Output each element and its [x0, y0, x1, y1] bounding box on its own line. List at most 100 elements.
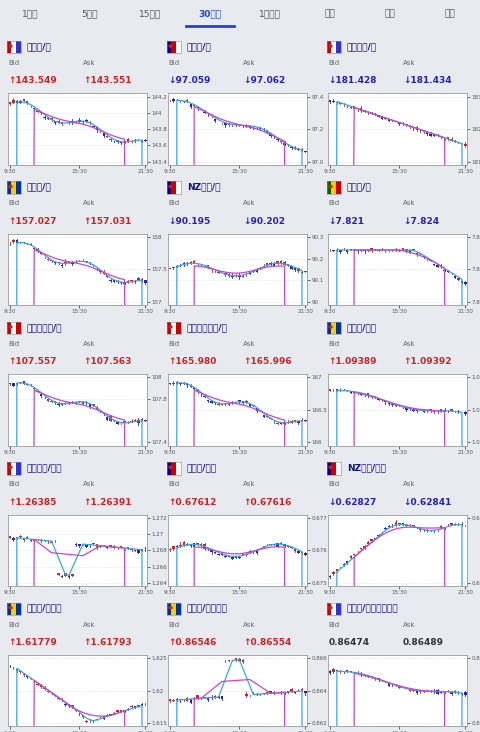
Bar [398, 687, 401, 688]
Bar [193, 543, 195, 547]
Bar [137, 277, 140, 280]
Bar [120, 711, 122, 712]
Bar [176, 463, 180, 474]
Bar [7, 322, 21, 335]
Text: Ask: Ask [83, 60, 96, 66]
Bar [436, 529, 439, 531]
Bar [331, 602, 336, 615]
Bar [33, 388, 36, 389]
Bar [57, 404, 60, 405]
Bar [7, 463, 12, 474]
Bar [50, 118, 53, 120]
Bar [440, 266, 442, 267]
Bar [16, 241, 18, 243]
Bar [353, 249, 356, 250]
Bar [99, 270, 101, 272]
Text: 英ポンド/円: 英ポンド/円 [347, 42, 377, 51]
Bar [269, 133, 272, 136]
Text: ↓7.821: ↓7.821 [328, 217, 364, 226]
Text: Bid: Bid [8, 481, 19, 488]
Bar [464, 144, 467, 146]
Text: 1分足: 1分足 [22, 9, 38, 18]
Bar [450, 139, 453, 141]
Text: ↓90.202: ↓90.202 [243, 217, 285, 226]
Bar [266, 416, 268, 417]
Text: 日足: 日足 [324, 9, 336, 18]
Bar [78, 544, 81, 546]
Bar [16, 537, 18, 539]
Bar [171, 322, 176, 335]
Bar [255, 550, 258, 553]
Bar [85, 545, 87, 547]
Text: ↑0.67612: ↑0.67612 [168, 498, 216, 507]
Bar [259, 694, 262, 695]
Bar [144, 280, 146, 283]
Bar [231, 557, 234, 559]
Bar [7, 602, 21, 615]
Bar [68, 704, 70, 706]
Bar [360, 548, 362, 549]
Bar [214, 552, 216, 553]
Bar [176, 266, 178, 267]
Bar [436, 690, 439, 693]
Circle shape [168, 184, 173, 188]
Text: Bid: Bid [8, 621, 19, 627]
Bar [398, 250, 401, 251]
Text: Ask: Ask [243, 341, 256, 347]
Bar [245, 694, 248, 696]
Bar [186, 698, 189, 701]
Bar [336, 569, 338, 571]
Bar [249, 551, 251, 553]
Bar [123, 142, 126, 143]
Bar [349, 107, 352, 108]
Bar [167, 182, 171, 194]
Bar [16, 463, 21, 474]
Bar [331, 322, 336, 335]
Bar [391, 404, 394, 405]
Bar [176, 546, 178, 548]
Bar [179, 699, 181, 701]
Bar [134, 419, 136, 421]
Bar [266, 692, 268, 693]
Bar [461, 693, 463, 694]
Bar [426, 410, 429, 411]
Bar [168, 699, 171, 701]
Bar [137, 549, 140, 553]
Bar [273, 263, 276, 266]
Bar [134, 706, 136, 708]
Bar [210, 697, 213, 698]
Bar [16, 101, 18, 103]
Bar [454, 141, 456, 142]
Bar [171, 463, 176, 474]
Bar [280, 261, 282, 264]
Text: Bid: Bid [8, 201, 19, 206]
Bar [75, 402, 77, 403]
Bar [464, 692, 467, 695]
Bar [297, 269, 300, 271]
Bar [405, 250, 408, 251]
Bar [433, 134, 435, 135]
Bar [367, 394, 369, 396]
Bar [304, 553, 307, 555]
Text: 0.86474: 0.86474 [328, 638, 369, 647]
Bar [19, 536, 22, 537]
Bar [339, 671, 342, 672]
Text: Ask: Ask [83, 201, 96, 206]
Bar [167, 41, 171, 53]
Bar [186, 544, 189, 545]
Bar [331, 463, 336, 474]
Bar [47, 540, 49, 541]
Text: 週足: 週足 [384, 9, 396, 18]
Bar [200, 545, 203, 546]
Bar [106, 417, 108, 420]
Bar [82, 401, 84, 403]
Bar [450, 409, 453, 411]
Bar [329, 100, 331, 102]
Bar [332, 100, 335, 102]
Bar [245, 554, 248, 556]
Bar [301, 419, 303, 421]
Bar [103, 133, 105, 136]
Bar [182, 700, 185, 701]
Bar [134, 281, 136, 282]
Bar [416, 690, 418, 693]
